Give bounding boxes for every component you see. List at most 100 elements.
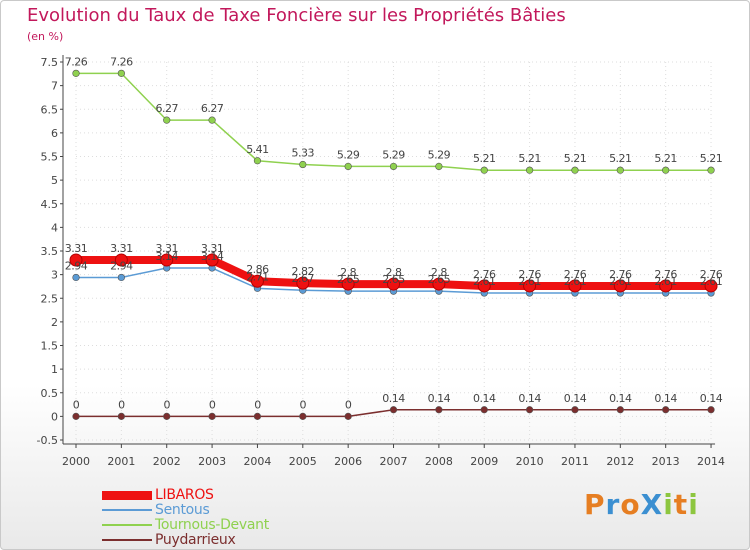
data-point-puydarrieux bbox=[253, 412, 262, 420]
data-point-tournous-devant bbox=[707, 166, 715, 174]
data-label-sentous: 2.61 bbox=[518, 275, 541, 288]
data-label-puydarrieux: 0.14 bbox=[609, 392, 632, 405]
data-label-libaros: 2.82 bbox=[292, 265, 315, 278]
data-label-libaros: 2.8 bbox=[431, 266, 447, 279]
data-label-puydarrieux: 0 bbox=[118, 398, 125, 411]
data-point-puydarrieux bbox=[707, 406, 715, 414]
data-point-puydarrieux bbox=[389, 406, 398, 414]
data-label-sentous: 3.14 bbox=[201, 250, 224, 263]
x-tick-label: 2000 bbox=[62, 455, 90, 468]
x-tick-label: 2002 bbox=[153, 455, 181, 468]
data-point-libaros bbox=[568, 279, 582, 293]
data-label-sentous: 2.65 bbox=[382, 273, 405, 286]
y-tick-label: 3.5 bbox=[41, 245, 59, 258]
data-point-puydarrieux bbox=[571, 406, 579, 414]
data-point-sentous bbox=[72, 273, 80, 282]
data-point-tournous-devant bbox=[435, 162, 443, 171]
x-tick-label: 2003 bbox=[198, 455, 226, 468]
data-label-libaros: 2.76 bbox=[700, 268, 723, 281]
logo-letter: t bbox=[673, 488, 689, 521]
x-tick-label: 2007 bbox=[380, 455, 408, 468]
data-label-sentous: 2.94 bbox=[65, 259, 88, 272]
data-label-tournous-devant: 6.27 bbox=[155, 102, 178, 115]
data-point-puydarrieux bbox=[616, 406, 624, 414]
data-label-puydarrieux: 0 bbox=[345, 398, 352, 411]
chart-unit: (en %) bbox=[27, 30, 64, 43]
y-tick-label: 6.5 bbox=[41, 103, 59, 116]
logo-letter: i bbox=[688, 488, 699, 521]
data-point-tournous-devant bbox=[662, 166, 670, 174]
data-label-libaros: 3.31 bbox=[110, 242, 133, 255]
data-point-libaros bbox=[704, 279, 718, 293]
data-label-tournous-devant: 5.29 bbox=[337, 148, 360, 161]
data-label-sentous: 2.94 bbox=[110, 259, 133, 272]
data-point-tournous-devant bbox=[208, 116, 216, 124]
data-label-puydarrieux: 0.14 bbox=[700, 392, 723, 405]
data-label-tournous-devant: 5.21 bbox=[518, 152, 541, 165]
x-tick-label: 2011 bbox=[561, 455, 589, 468]
data-point-puydarrieux bbox=[208, 412, 216, 420]
data-label-puydarrieux: 0.14 bbox=[473, 392, 496, 405]
legend-swatch-puydarrieux bbox=[102, 539, 152, 541]
logo-letter: P bbox=[584, 488, 606, 521]
logo-letter: X bbox=[640, 488, 664, 521]
data-point-tournous-devant bbox=[117, 69, 125, 77]
legend-swatch-libaros bbox=[102, 490, 152, 500]
data-label-tournous-devant: 5.29 bbox=[428, 148, 451, 161]
x-tick-label: 2008 bbox=[425, 455, 453, 468]
data-label-libaros: 2.76 bbox=[473, 268, 496, 281]
y-tick-label: 5 bbox=[51, 174, 58, 187]
data-point-libaros bbox=[160, 253, 174, 267]
y-tick-label: 4 bbox=[51, 221, 58, 234]
data-point-libaros bbox=[341, 277, 355, 291]
x-tick-label: 2014 bbox=[697, 455, 725, 468]
data-point-tournous-devant bbox=[163, 116, 171, 124]
data-label-tournous-devant: 6.27 bbox=[201, 102, 224, 115]
logo-letter: r bbox=[605, 488, 621, 521]
data-label-sentous: 2.61 bbox=[609, 275, 632, 288]
y-tick-label: 7.5 bbox=[41, 56, 59, 69]
logo-letter: o bbox=[620, 488, 641, 521]
data-label-libaros: 2.76 bbox=[654, 268, 677, 281]
data-label-puydarrieux: 0.14 bbox=[564, 392, 587, 405]
data-point-tournous-devant bbox=[616, 166, 624, 174]
logo-letter: i bbox=[663, 488, 674, 521]
data-point-tournous-devant bbox=[571, 166, 579, 174]
x-tick-label: 2013 bbox=[652, 455, 680, 468]
data-point-libaros bbox=[387, 277, 401, 291]
legend-label-libaros: LIBAROS bbox=[155, 487, 214, 503]
data-label-sentous: 2.61 bbox=[700, 275, 723, 288]
data-label-tournous-devant: 5.21 bbox=[473, 152, 496, 165]
data-point-puydarrieux bbox=[435, 406, 443, 414]
data-label-tournous-devant: 7.26 bbox=[65, 55, 88, 68]
data-label-tournous-devant: 5.21 bbox=[609, 152, 632, 165]
legend-swatch-sentous bbox=[102, 509, 152, 511]
proxiti-logo: ProXiti bbox=[584, 488, 699, 521]
data-label-puydarrieux: 0 bbox=[300, 398, 307, 411]
data-point-puydarrieux bbox=[480, 406, 488, 414]
data-point-libaros bbox=[432, 277, 446, 291]
data-point-puydarrieux bbox=[117, 412, 125, 420]
data-point-sentous bbox=[117, 273, 125, 282]
data-point-puydarrieux bbox=[163, 412, 171, 420]
y-tick-label: 1.5 bbox=[41, 340, 59, 353]
data-point-libaros bbox=[296, 276, 310, 290]
data-label-libaros: 2.76 bbox=[609, 268, 632, 281]
y-tick-label: -0.5 bbox=[37, 434, 58, 447]
legend-label-sentous: Sentous bbox=[155, 502, 210, 518]
data-label-puydarrieux: 0.14 bbox=[654, 392, 677, 405]
data-label-sentous: 2.61 bbox=[564, 275, 587, 288]
data-label-sentous: 3.14 bbox=[155, 250, 178, 263]
data-point-tournous-devant bbox=[525, 166, 534, 174]
data-point-libaros bbox=[477, 279, 491, 293]
chart-title: Evolution du Taux de Taxe Foncière sur l… bbox=[27, 5, 566, 26]
data-label-tournous-devant: 5.41 bbox=[246, 143, 269, 156]
line-chart: -0.5 0 0.5 1 1.5 2 2.5 3 3.5 4 4.5 5 5.5 6 6.5 7 7.5 2000… bbox=[37, 55, 725, 468]
data-label-tournous-devant: 5.21 bbox=[700, 152, 723, 165]
data-point-tournous-devant bbox=[299, 160, 307, 169]
data-point-puydarrieux bbox=[525, 406, 534, 414]
data-point-tournous-devant bbox=[344, 162, 352, 171]
legend-label-tournous-devant: Tournous-Devant bbox=[155, 517, 269, 533]
data-label-tournous-devant: 7.26 bbox=[110, 55, 133, 68]
data-label-sentous: 2.61 bbox=[473, 275, 496, 288]
